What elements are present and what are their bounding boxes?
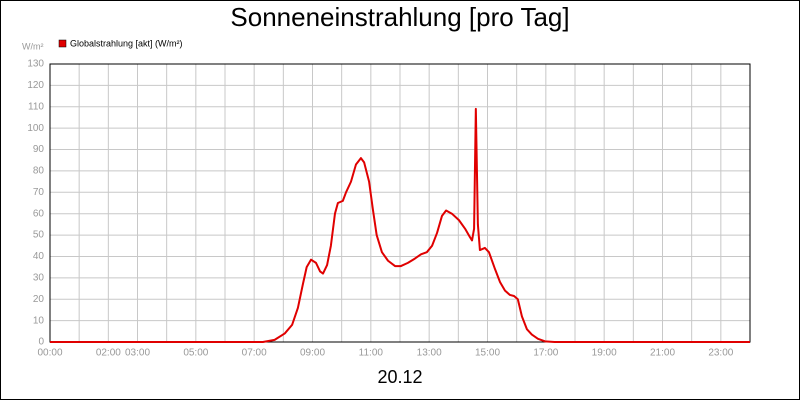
x-tick-label: 11:00 <box>359 348 384 359</box>
y-tick-label: 10 <box>33 315 45 326</box>
y-tick-label: 40 <box>33 251 45 262</box>
x-tick-label: 03:00 <box>125 348 150 359</box>
y-tick-label: 130 <box>27 59 44 70</box>
y-tick-label: 50 <box>33 230 45 241</box>
y-tick-label: 20 <box>33 294 45 305</box>
legend-swatch <box>58 39 67 48</box>
y-tick-label: 110 <box>28 101 44 112</box>
y-tick-label: 0 <box>38 337 44 348</box>
data-line <box>50 107 750 343</box>
chart-title: Sonneneinstrahlung [pro Tag] <box>230 2 569 32</box>
x-tick-label: 17:00 <box>533 348 558 359</box>
y-tick-label: 30 <box>33 272 45 283</box>
x-tick-label: 07:00 <box>242 348 267 359</box>
y-tick-label: 100 <box>27 123 44 134</box>
x-tick-label: 21:00 <box>650 348 675 359</box>
x-tick-label: 00:00 <box>37 348 62 359</box>
y-unit: W/m² <box>22 41 44 51</box>
legend-label: Globalstrahlung [akt] (W/m²) <box>70 38 183 48</box>
x-tick-label: 05:00 <box>183 348 208 359</box>
y-tick-label: 80 <box>33 166 45 177</box>
x-tick-label: 19:00 <box>592 348 617 359</box>
x-axis-label: 20.12 <box>377 367 422 387</box>
y-tick-label: 70 <box>33 187 45 198</box>
y-tick-label: 60 <box>33 208 45 219</box>
x-tick-label: 02:00 <box>96 348 121 359</box>
plot-border <box>49 63 751 343</box>
x-tick-label: 15:00 <box>475 348 500 359</box>
x-tick-label: 23:00 <box>708 348 733 359</box>
x-tick-label: 09:00 <box>300 348 325 359</box>
y-tick-label: 90 <box>33 144 45 155</box>
y-tick-label: 120 <box>27 80 44 91</box>
x-tick-label: 13:00 <box>417 348 442 359</box>
